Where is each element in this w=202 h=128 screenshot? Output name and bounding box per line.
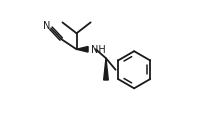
Text: N: N xyxy=(43,22,50,31)
Polygon shape xyxy=(76,46,88,52)
Text: NH: NH xyxy=(90,45,105,55)
Polygon shape xyxy=(103,58,108,80)
